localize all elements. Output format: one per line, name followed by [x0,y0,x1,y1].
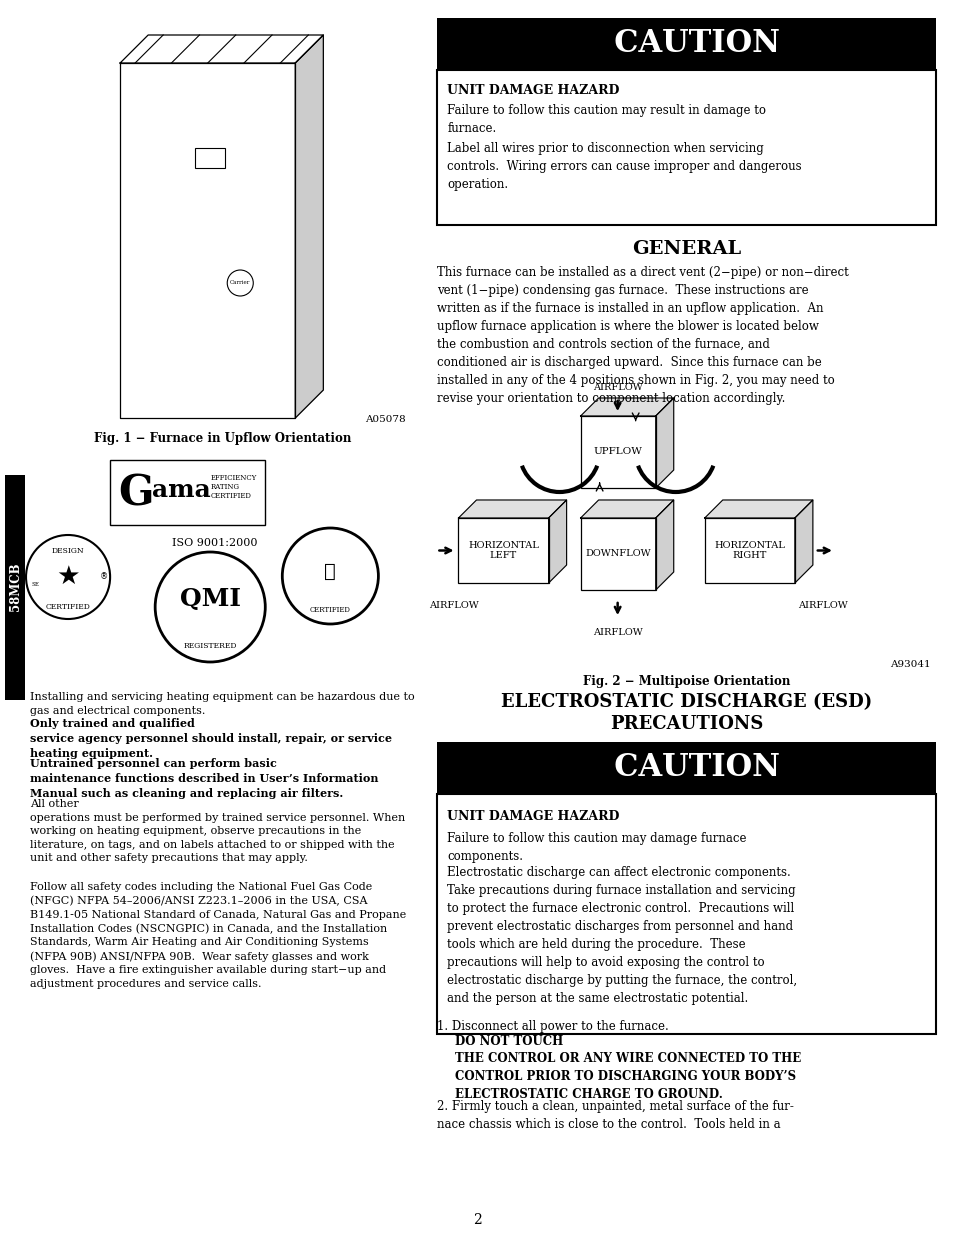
Polygon shape [794,500,812,583]
Polygon shape [655,500,673,590]
Text: EFFICIENCY
RATING
CERTIFIED: EFFICIENCY RATING CERTIFIED [210,474,256,500]
Text: 🔥: 🔥 [324,562,335,580]
Bar [458,517,548,583]
Text: Electrostatic discharge can affect electronic components.
Take precautions durin: Electrostatic discharge can affect elect… [447,866,797,1005]
Text: Fig. 2 − Multipoise Orientation: Fig. 2 − Multipoise Orientation [582,676,790,688]
Bar [5,475,25,700]
Text: SE: SE [31,583,39,588]
Text: Fig. 1 − Furnace in Upflow Orientation: Fig. 1 − Furnace in Upflow Orientation [94,432,351,445]
Bar [437,794,935,1034]
Bar [580,416,655,488]
Text: Untrained personnel can perform basic
maintenance functions described in User’s : Untrained personnel can perform basic ma… [30,758,378,799]
Text: UNIT DAMAGE HAZARD: UNIT DAMAGE HAZARD [447,810,619,823]
Text: AIRFLOW: AIRFLOW [428,601,477,610]
Polygon shape [458,500,566,517]
Text: Carrier: Carrier [230,280,251,285]
Circle shape [155,552,265,662]
Polygon shape [704,500,812,517]
Bar [437,742,935,794]
Text: AIRFLOW: AIRFLOW [592,629,642,637]
Bar [704,517,794,583]
Text: REGISTERED: REGISTERED [183,642,236,650]
Polygon shape [120,35,323,63]
Text: All other
operations must be performed by trained service personnel. When
workin: All other operations must be performed b… [30,799,405,863]
Text: Failure to follow this caution may result in damage to
furnace.: Failure to follow this caution may resul… [447,104,765,135]
Text: DESIGN: DESIGN [51,547,84,555]
Text: HORIZONTAL
LEFT: HORIZONTAL LEFT [468,541,538,561]
Circle shape [26,535,110,619]
Text: A93041: A93041 [889,659,930,669]
Text: Only trained and qualified
service agency personnel should install, repair, or s: Only trained and qualified service agenc… [30,718,392,760]
Polygon shape [580,500,673,517]
Polygon shape [548,500,566,583]
Text: ama: ama [152,478,211,501]
Text: HORIZONTAL
RIGHT: HORIZONTAL RIGHT [714,541,784,561]
Text: A05078: A05078 [364,415,405,424]
Text: ISO 9001:2000: ISO 9001:2000 [172,538,257,548]
Text: DOWNFLOW: DOWNFLOW [585,550,650,558]
Polygon shape [655,398,673,488]
Text: Label all wires prior to disconnection when servicing
controls.  Wiring errors c: Label all wires prior to disconnection w… [447,142,801,191]
Text: PRECAUTIONS: PRECAUTIONS [609,715,762,734]
Text: 1. Disconnect all power to the furnace.: 1. Disconnect all power to the furnace. [437,1020,672,1032]
Text: AIRFLOW: AIRFLOW [797,601,847,610]
Text: ★: ★ [56,564,80,590]
Bar [437,70,935,225]
Text: GENERAL: GENERAL [632,240,740,258]
Text: 2: 2 [472,1213,481,1228]
Polygon shape [580,398,673,416]
Text: UPFLOW: UPFLOW [593,447,642,457]
Text: CERTIFIED: CERTIFIED [310,606,351,614]
Bar [195,148,225,168]
Text: CAUTION: CAUTION [593,28,780,59]
Text: ELECTROSTATIC DISCHARGE (ESD): ELECTROSTATIC DISCHARGE (ESD) [500,693,871,711]
Text: Follow all safety codes including the National Fuel Gas Code
(NFGC) NFPA 54–2006: Follow all safety codes including the Na… [30,882,406,989]
Text: AIRFLOW: AIRFLOW [592,383,642,391]
Text: 58MCB: 58MCB [9,563,22,611]
Text: UNIT DAMAGE HAZARD: UNIT DAMAGE HAZARD [447,84,619,98]
Text: Failure to follow this caution may damage furnace
components.: Failure to follow this caution may damag… [447,832,746,863]
Circle shape [282,529,378,624]
Text: 2. Firmly touch a clean, unpainted, metal surface of the fur-
nace chassis which: 2. Firmly touch a clean, unpainted, meta… [437,1100,794,1130]
Text: ®: ® [100,572,108,580]
Bar [110,459,265,525]
Text: DO NOT TOUCH
THE CONTROL OR ANY WIRE CONNECTED TO THE
CONTROL PRIOR TO DISCHARGI: DO NOT TOUCH THE CONTROL OR ANY WIRE CON… [455,1035,801,1100]
Bar [437,19,935,70]
Polygon shape [120,63,295,417]
Bar [580,517,655,590]
Text: CAUTION: CAUTION [593,752,780,783]
Text: This furnace can be installed as a direct vent (2−pipe) or non−direct
vent (1−pi: This furnace can be installed as a direc… [437,266,848,405]
Text: QMI: QMI [179,587,240,611]
Text: G: G [118,472,153,514]
Text: Installing and servicing heating equipment can be hazardous due to
gas and elect: Installing and servicing heating equipme… [30,692,415,715]
Circle shape [227,270,253,296]
Polygon shape [295,35,323,417]
Text: CERTIFIED: CERTIFIED [46,603,91,611]
